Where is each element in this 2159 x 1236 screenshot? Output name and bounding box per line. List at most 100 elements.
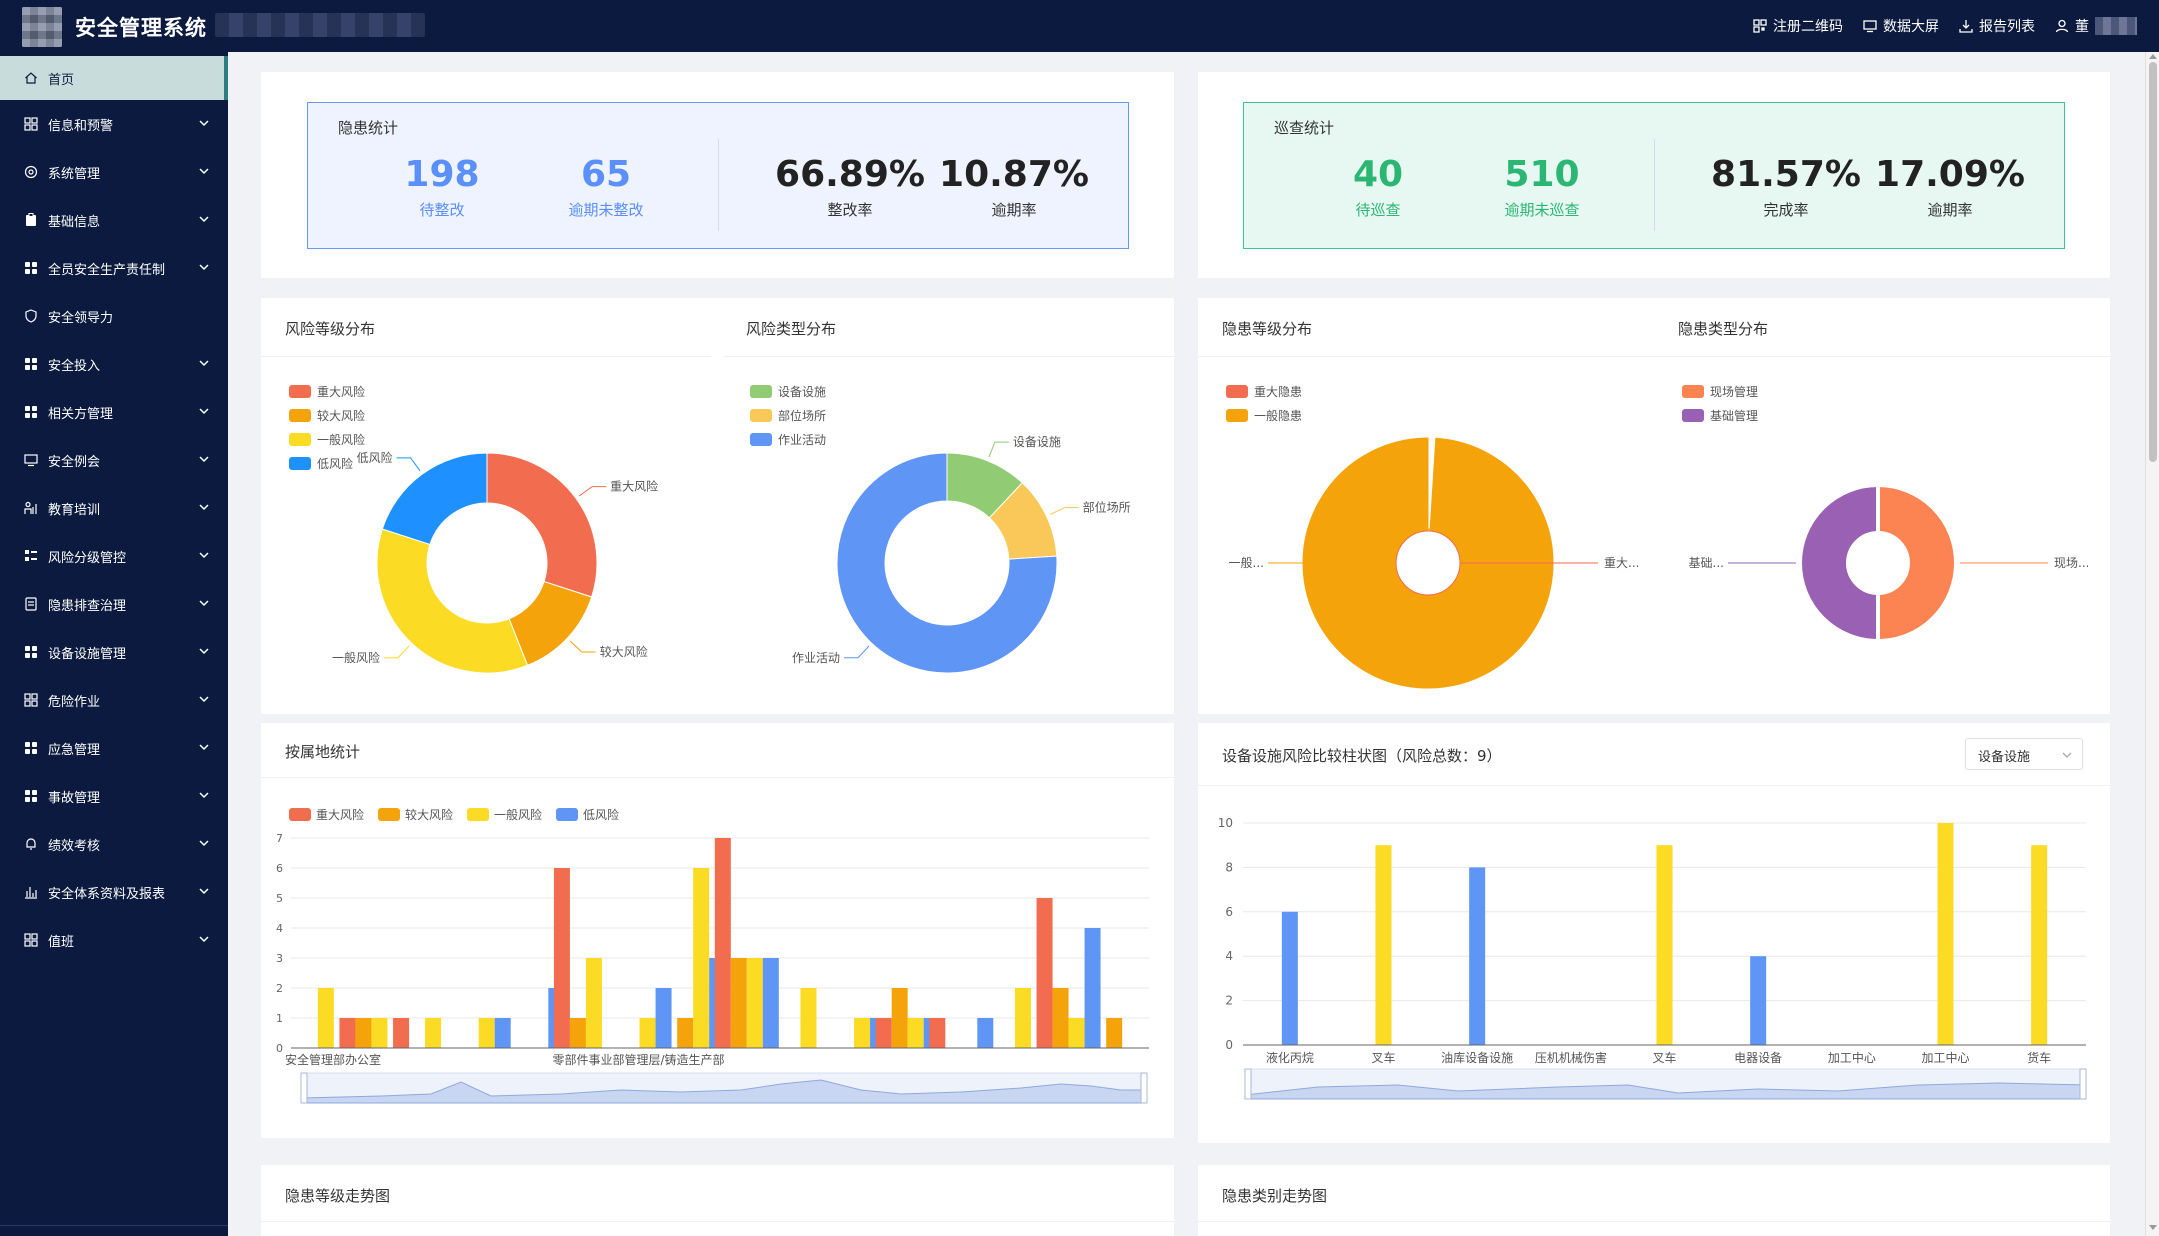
legend-item[interactable]: 部位场所 (750, 403, 826, 427)
bar[interactable] (655, 988, 672, 1048)
bar[interactable] (494, 1018, 511, 1048)
stat-pending-rectify[interactable]: 198 待整改 (362, 153, 522, 220)
scroll-down-icon[interactable] (2149, 1225, 2157, 1230)
bar[interactable] (569, 1018, 586, 1048)
sidebar-item-related-parties[interactable]: 相关方管理 (0, 388, 228, 436)
legend-item[interactable]: 重大风险 (289, 379, 365, 403)
bar[interactable] (891, 988, 908, 1048)
legend-item[interactable]: 较大风险 (378, 806, 453, 823)
bar[interactable] (425, 1018, 442, 1048)
zoom-handle-left[interactable] (1244, 1068, 1252, 1100)
legend-item[interactable]: 重大风险 (289, 806, 364, 823)
bar[interactable] (1469, 867, 1486, 1045)
bar[interactable] (2031, 845, 2048, 1045)
bar[interactable] (639, 1018, 656, 1048)
pie-slice[interactable] (376, 528, 529, 674)
sidebar-item-basic-info[interactable]: 基础信息 (0, 196, 228, 244)
bar[interactable] (1656, 845, 1673, 1045)
sidebar-item-performance[interactable]: 绩效考核 (0, 820, 228, 868)
legend-item[interactable]: 重大隐患 (1226, 379, 1302, 403)
pie-slice[interactable] (381, 452, 488, 546)
legend-item[interactable]: 作业活动 (750, 427, 826, 451)
bar[interactable] (339, 1018, 356, 1048)
zoom-handle-right[interactable] (2079, 1068, 2087, 1100)
legend-item[interactable]: 现场管理 (1682, 379, 1758, 403)
sidebar-item-label: 首页 (48, 72, 75, 88)
legend-item[interactable]: 一般风险 (467, 806, 542, 823)
register-qrcode-button[interactable]: 注册二维码 (1753, 16, 1843, 36)
bar[interactable] (1052, 988, 1069, 1048)
user-menu[interactable]: 董 (2055, 16, 2137, 36)
legend-item[interactable]: 低风险 (289, 451, 365, 475)
sidebar-item-reports[interactable]: 安全体系资料及报表 (0, 868, 228, 916)
bar[interactable] (677, 1018, 694, 1048)
risk-level-title: 风险等级分布 (285, 320, 376, 338)
sidebar-item-home[interactable]: 首页 (0, 56, 228, 100)
report-list-button[interactable]: 报告列表 (1959, 16, 2035, 36)
bar[interactable] (1937, 823, 1954, 1045)
bar[interactable] (875, 1018, 892, 1048)
pie-slice[interactable] (486, 452, 598, 598)
bar[interactable] (1106, 1018, 1123, 1048)
legend-item[interactable]: 设备设施 (750, 379, 826, 403)
legend-item[interactable]: 一般风险 (289, 427, 365, 451)
bar[interactable] (714, 838, 731, 1048)
scroll-up-icon[interactable] (2149, 54, 2157, 59)
pie-slice[interactable] (1876, 482, 1958, 644)
bar[interactable] (977, 1018, 994, 1048)
stat-overdue-unrectified[interactable]: 65 逾期未整改 (526, 153, 686, 220)
bar[interactable] (553, 868, 570, 1048)
equipment-type-select[interactable]: 设备设施 (1965, 738, 2083, 770)
bar[interactable] (371, 1018, 388, 1048)
bar[interactable] (1036, 898, 1053, 1048)
bar[interactable] (1014, 988, 1031, 1048)
pie-slice[interactable] (836, 452, 1058, 674)
chevron-down-icon (199, 888, 209, 895)
bar[interactable] (317, 988, 334, 1048)
bar[interactable] (393, 1018, 410, 1048)
sidebar-item-equipment[interactable]: 设备设施管理 (0, 628, 228, 676)
stat-pending-patrol[interactable]: 40 待巡查 (1298, 153, 1458, 220)
legend-swatch (289, 432, 311, 446)
bar[interactable] (1084, 928, 1101, 1048)
pie-slice[interactable] (1798, 482, 1880, 644)
bar[interactable] (355, 1018, 372, 1048)
bar[interactable] (746, 958, 763, 1048)
bar[interactable] (1068, 1018, 1085, 1048)
bar[interactable] (762, 958, 779, 1048)
sidebar-item-info-warning[interactable]: 信息和预警 (0, 100, 228, 148)
sidebar-item-investment[interactable]: 安全投入 (0, 340, 228, 388)
sidebar-item-responsibility[interactable]: 全员安全生产责任制 (0, 244, 228, 292)
legend-item[interactable]: 基础管理 (1682, 403, 1758, 427)
bar[interactable] (907, 1018, 924, 1048)
sidebar-item-training[interactable]: 教育培训 (0, 484, 228, 532)
data-screen-button[interactable]: 数据大屏 (1863, 16, 1939, 36)
bar[interactable] (1281, 911, 1298, 1045)
bar[interactable] (1750, 956, 1767, 1045)
zoom-handle-left[interactable] (300, 1072, 308, 1104)
legend-item[interactable]: 较大风险 (289, 403, 365, 427)
scrollbar-thumb[interactable] (2149, 62, 2157, 462)
sidebar-item-leadership[interactable]: 安全领导力 (0, 292, 228, 340)
sidebar-item-emergency[interactable]: 应急管理 (0, 724, 228, 772)
sidebar-item-dangerous-work[interactable]: 危险作业 (0, 676, 228, 724)
sidebar-item-hazard-check[interactable]: 隐患排查治理 (0, 580, 228, 628)
bar[interactable] (730, 958, 747, 1048)
sidebar-item-accident[interactable]: 事故管理 (0, 772, 228, 820)
bar[interactable] (1375, 845, 1392, 1045)
sidebar-item-duty[interactable]: 值班 (0, 916, 228, 964)
page-scrollbar[interactable] (2145, 52, 2159, 1236)
bar[interactable] (478, 1018, 495, 1048)
bar[interactable] (585, 958, 602, 1048)
sidebar-item-system[interactable]: 系统管理 (0, 148, 228, 196)
bar[interactable] (693, 868, 710, 1048)
legend-item[interactable]: 一般隐患 (1226, 403, 1302, 427)
stat-overdue-unpatrolled[interactable]: 510 逾期未巡查 (1462, 153, 1622, 220)
sidebar-item-risk-control[interactable]: 风险分级管控 (0, 532, 228, 580)
sidebar-item-meeting[interactable]: 安全例会 (0, 436, 228, 484)
legend-item[interactable]: 低风险 (556, 806, 619, 823)
zoom-handle-right[interactable] (1140, 1072, 1148, 1104)
bar[interactable] (800, 988, 817, 1048)
bar[interactable] (929, 1018, 946, 1048)
bar[interactable] (854, 1018, 871, 1048)
